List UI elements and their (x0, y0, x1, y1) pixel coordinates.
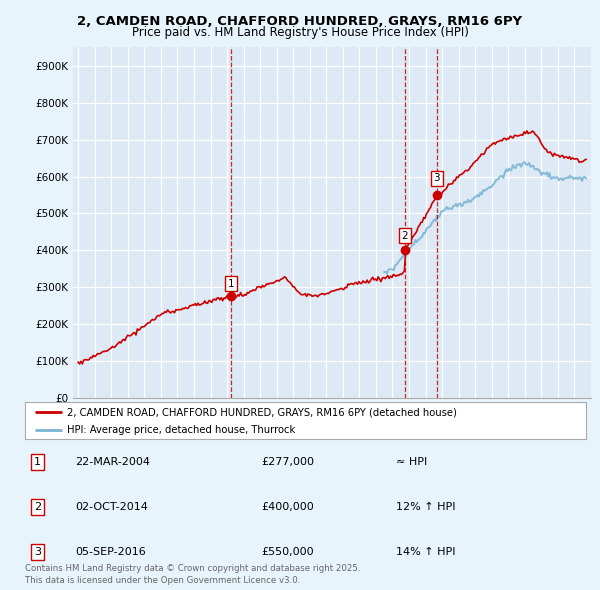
Text: 12% ↑ HPI: 12% ↑ HPI (396, 502, 455, 512)
Text: £400,000: £400,000 (261, 502, 314, 512)
Text: 2, CAMDEN ROAD, CHAFFORD HUNDRED, GRAYS, RM16 6PY (detached house): 2, CAMDEN ROAD, CHAFFORD HUNDRED, GRAYS,… (67, 407, 457, 417)
Text: 2: 2 (34, 502, 41, 512)
Text: 05-SEP-2016: 05-SEP-2016 (75, 547, 146, 557)
Text: 02-OCT-2014: 02-OCT-2014 (75, 502, 148, 512)
Text: Contains HM Land Registry data © Crown copyright and database right 2025.
This d: Contains HM Land Registry data © Crown c… (25, 565, 361, 585)
Text: 2: 2 (401, 231, 408, 241)
Text: HPI: Average price, detached house, Thurrock: HPI: Average price, detached house, Thur… (67, 425, 296, 435)
Text: ≈ HPI: ≈ HPI (396, 457, 427, 467)
Text: 1: 1 (34, 457, 41, 467)
Text: 22-MAR-2004: 22-MAR-2004 (75, 457, 150, 467)
Text: 3: 3 (433, 173, 440, 183)
Text: 14% ↑ HPI: 14% ↑ HPI (396, 547, 455, 557)
Text: £550,000: £550,000 (261, 547, 314, 557)
Text: 3: 3 (34, 547, 41, 557)
Text: 1: 1 (227, 278, 234, 289)
Text: 2, CAMDEN ROAD, CHAFFORD HUNDRED, GRAYS, RM16 6PY: 2, CAMDEN ROAD, CHAFFORD HUNDRED, GRAYS,… (77, 15, 523, 28)
Text: Price paid vs. HM Land Registry's House Price Index (HPI): Price paid vs. HM Land Registry's House … (131, 26, 469, 39)
Text: £277,000: £277,000 (261, 457, 314, 467)
